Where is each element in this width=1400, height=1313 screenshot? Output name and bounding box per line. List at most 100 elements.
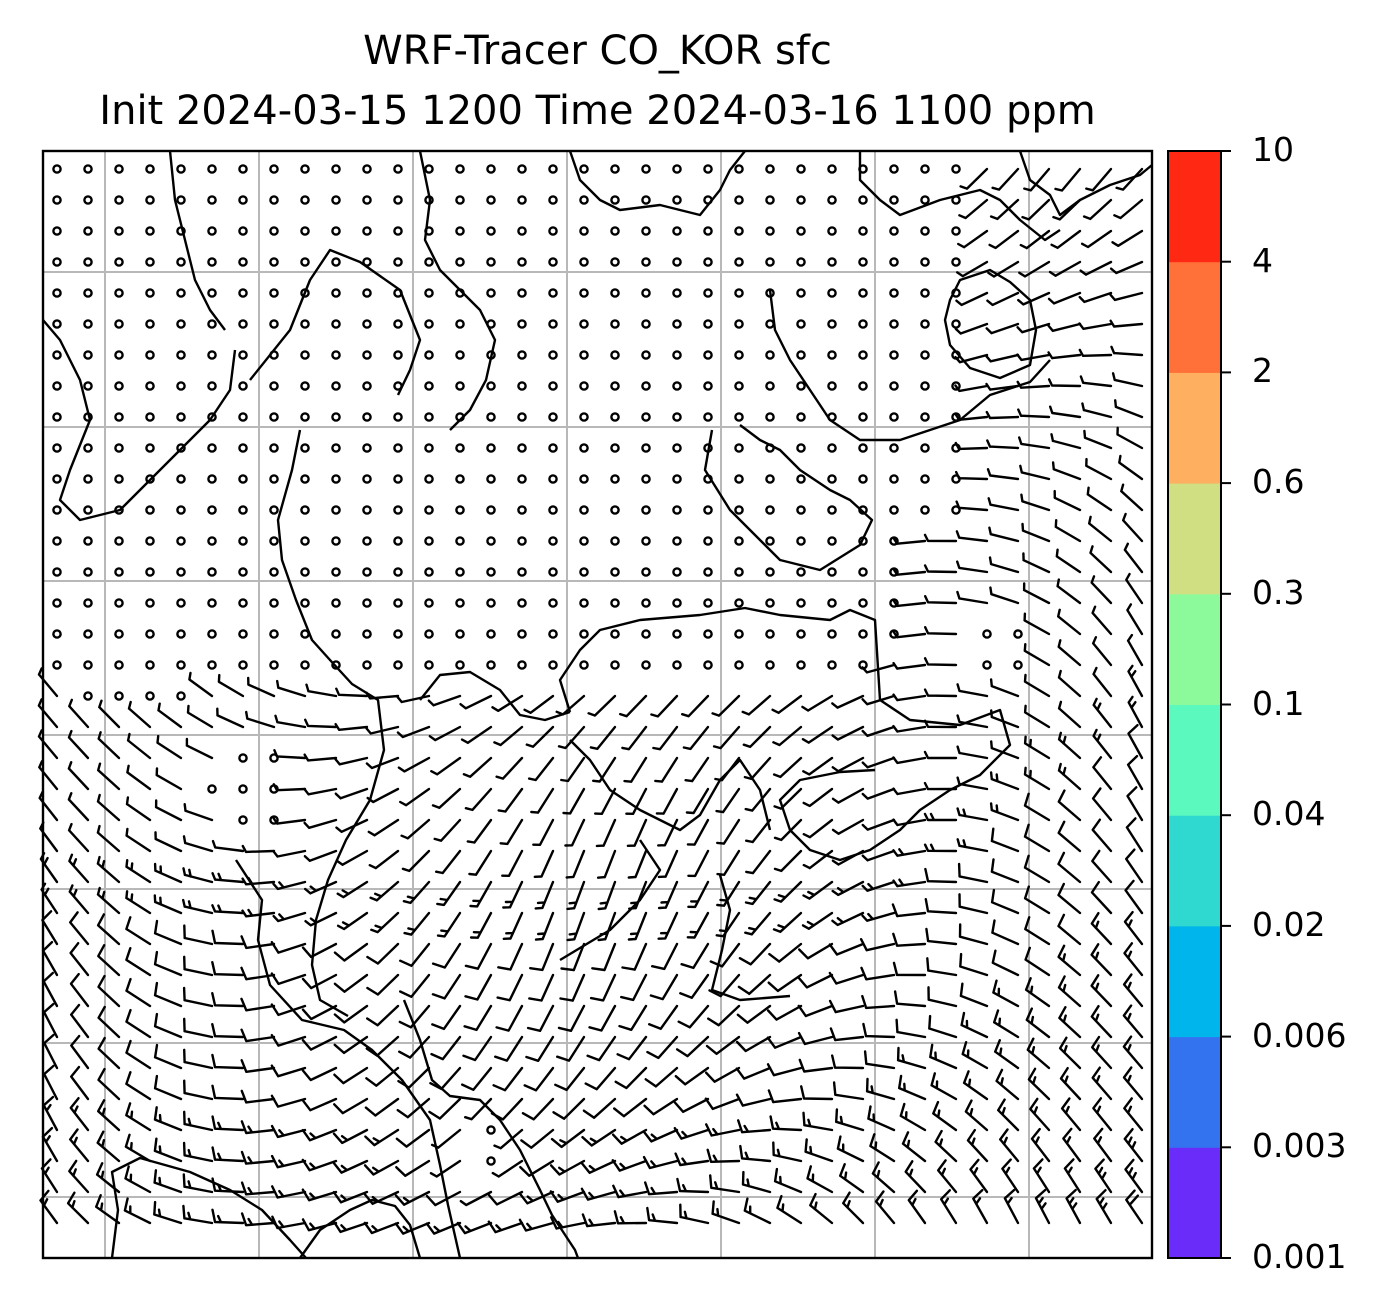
colorbar-tick-label: 0.6	[1252, 462, 1305, 502]
wind-barb	[1057, 882, 1082, 915]
calm-circle	[889, 629, 899, 639]
calm-circle	[455, 288, 465, 298]
wind-barb	[969, 1158, 989, 1194]
wind-barb	[68, 884, 90, 915]
wind-barb	[1111, 229, 1144, 247]
wind-barb	[1109, 260, 1144, 275]
wind-barb	[425, 1190, 462, 1207]
calm-circle	[641, 505, 651, 515]
colorbar-tick-label: 0.02	[1252, 904, 1326, 944]
wind-barb	[153, 981, 183, 1008]
coastline-segment	[1018, 150, 1153, 217]
wind-barb	[335, 818, 369, 833]
wind-barb	[1090, 1005, 1113, 1039]
calm-circle	[486, 288, 496, 298]
wind-barb	[365, 691, 400, 700]
wind-barb	[182, 1204, 214, 1225]
wind-barb	[892, 536, 927, 545]
calm-circle	[517, 598, 527, 608]
wind-barb	[1047, 378, 1082, 388]
calm-circle	[765, 164, 775, 174]
coastline-segment	[778, 699, 1012, 862]
calm-circle	[796, 412, 806, 422]
wind-barb	[463, 1004, 493, 1032]
wind-barb	[589, 973, 617, 1002]
calm-circle	[362, 412, 372, 422]
colorbar-segment	[1168, 815, 1221, 927]
calm-circle	[52, 629, 62, 639]
wind-barb	[769, 1115, 803, 1132]
wind-barb	[37, 698, 59, 729]
wind-barb	[743, 1197, 772, 1225]
wind-barb	[1092, 728, 1113, 760]
wind-barb	[68, 698, 90, 729]
wind-barb	[272, 880, 307, 891]
wind-barb	[1029, 1097, 1051, 1132]
calm-circle	[486, 319, 496, 329]
calm-circle	[300, 536, 310, 546]
calm-circle	[765, 319, 775, 329]
calm-circle	[765, 257, 775, 267]
wind-barb	[986, 291, 1020, 307]
calm-circle	[548, 381, 558, 391]
wind-barb	[828, 999, 865, 1014]
calm-circle	[362, 195, 372, 205]
wind-barb	[495, 1004, 524, 1032]
wind-barb	[1052, 198, 1082, 221]
wind-barb	[1057, 700, 1082, 729]
wind-barb	[991, 949, 1020, 977]
calm-circle	[455, 257, 465, 267]
calm-circle	[486, 1156, 496, 1166]
calm-circle	[486, 536, 496, 546]
calm-circle	[703, 257, 713, 267]
wind-barb	[716, 818, 741, 845]
calm-circle	[858, 164, 868, 174]
calm-circle	[207, 288, 217, 298]
colorbar-tick-label: 0.006	[1252, 1015, 1347, 1055]
calm-circle	[796, 474, 806, 484]
calm-circle	[207, 567, 217, 577]
wind-barb	[124, 1165, 152, 1194]
coastline-segment	[418, 150, 497, 431]
wind-barb	[1023, 612, 1051, 636]
wind-barb	[892, 878, 927, 888]
wind-barb	[366, 942, 400, 965]
calm-circle	[951, 195, 961, 205]
wind-barb	[429, 1066, 462, 1091]
wind-barb	[892, 756, 927, 765]
calm-circle	[300, 567, 310, 577]
wind-barb	[1047, 291, 1082, 305]
coastline-segment	[168, 150, 226, 331]
calm-circle	[331, 505, 341, 515]
wind-barb	[549, 1190, 586, 1203]
calm-circle	[114, 412, 124, 422]
calm-circle	[672, 536, 682, 546]
calm-circle	[610, 288, 620, 298]
wind-barb	[125, 890, 152, 915]
coastline-segment	[234, 859, 462, 1259]
wind-barb	[95, 1162, 121, 1194]
wind-barb	[270, 1154, 307, 1169]
wind-barb	[989, 678, 1020, 698]
wind-barb	[892, 661, 927, 670]
calm-circle	[858, 381, 868, 391]
wind-barb	[240, 1181, 276, 1196]
colorbar-segment	[1168, 925, 1221, 1038]
wind-barb	[956, 683, 989, 698]
wind-barb	[1092, 697, 1113, 729]
wind-barb	[839, 1163, 865, 1194]
wind-barb	[737, 1119, 772, 1134]
wind-barb	[532, 818, 555, 846]
wind-barb	[398, 1004, 431, 1029]
wind-barb	[96, 824, 121, 853]
wind-barb	[892, 787, 927, 796]
wind-barb	[861, 849, 896, 862]
calm-circle	[207, 381, 217, 391]
calm-circle	[393, 443, 403, 453]
colorbar-tick-label: 0.003	[1252, 1126, 1347, 1166]
wind-barb	[1122, 512, 1144, 543]
calm-circle	[83, 195, 93, 205]
wind-barb	[1023, 823, 1051, 853]
calm-circle	[548, 257, 558, 267]
calm-circle	[114, 164, 124, 174]
